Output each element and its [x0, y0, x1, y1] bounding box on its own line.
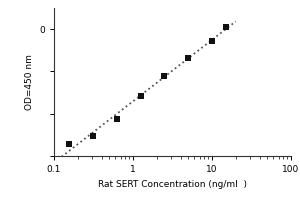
Point — [186, 56, 190, 59]
Point — [138, 94, 143, 97]
Point — [67, 143, 72, 146]
Y-axis label: OD=450 nm: OD=450 nm — [25, 54, 34, 110]
Point — [115, 117, 119, 121]
X-axis label: Rat SERT Concentration (ng/ml  ): Rat SERT Concentration (ng/ml ) — [98, 180, 247, 189]
Point — [224, 25, 228, 29]
Point — [210, 39, 214, 42]
Point — [162, 74, 167, 77]
Point — [91, 134, 95, 138]
